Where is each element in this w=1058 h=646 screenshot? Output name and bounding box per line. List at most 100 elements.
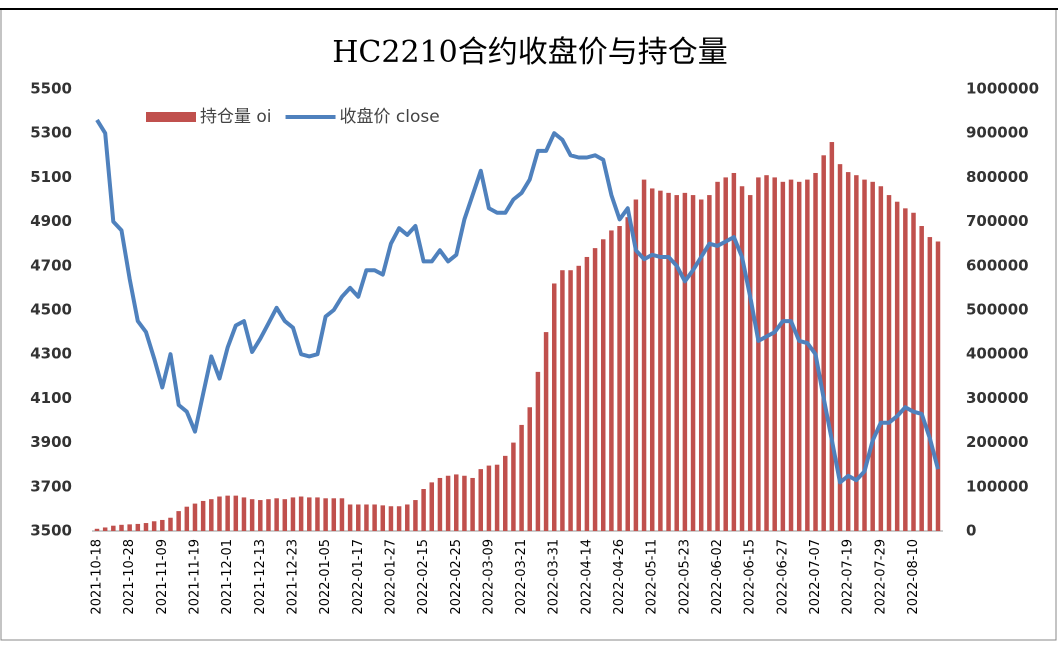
bar xyxy=(347,504,353,531)
bar xyxy=(600,239,606,531)
x-tick-label: 2022-01-27 xyxy=(383,539,398,615)
bar xyxy=(764,175,769,531)
bar xyxy=(649,188,655,531)
x-tick-label: 2021-11-19 xyxy=(187,539,202,615)
bar xyxy=(307,497,312,531)
bar xyxy=(503,455,508,531)
y-tick-label: 3700 xyxy=(30,477,72,495)
chart-title: HC2210合约收盘价与持仓量 xyxy=(332,35,727,70)
bar xyxy=(160,519,165,531)
bar xyxy=(102,527,108,531)
y2-tick-label: 0 xyxy=(966,522,976,540)
bar xyxy=(421,489,426,531)
bar xyxy=(862,179,867,532)
bar xyxy=(609,230,614,531)
bar xyxy=(698,199,704,531)
x-tick-label: 2022-03-21 xyxy=(514,539,529,615)
bar xyxy=(217,496,222,531)
bar xyxy=(298,496,304,531)
bar xyxy=(658,190,663,531)
bar xyxy=(543,332,549,531)
x-tick-label: 2022-07-29 xyxy=(873,539,888,615)
bar xyxy=(225,495,230,531)
bar xyxy=(551,283,557,531)
bar xyxy=(894,201,900,531)
x-tick-label: 2022-07-07 xyxy=(808,539,823,615)
bar xyxy=(756,177,761,531)
bar xyxy=(429,482,435,531)
x-tick-label: 2022-02-25 xyxy=(449,539,464,615)
bar xyxy=(176,511,181,531)
legend-swatch xyxy=(146,112,196,122)
bar xyxy=(445,475,451,531)
bar xyxy=(935,241,941,532)
bar xyxy=(682,192,688,531)
bar xyxy=(666,192,671,531)
bar xyxy=(413,500,418,531)
x-tick-label: 2022-01-17 xyxy=(351,539,366,615)
legend-label: 收盘价 close xyxy=(340,107,440,127)
y-tick-label: 5300 xyxy=(30,124,72,142)
bar xyxy=(723,177,728,531)
bar xyxy=(454,474,459,531)
bar xyxy=(690,195,696,531)
bar xyxy=(633,199,639,531)
bar xyxy=(290,497,296,531)
bar xyxy=(356,504,361,531)
bar xyxy=(494,464,500,531)
bar xyxy=(911,212,916,531)
y-tick-label: 4900 xyxy=(30,212,72,230)
bar xyxy=(707,195,712,531)
bar xyxy=(315,497,320,531)
x-tick-label: 2022-05-11 xyxy=(645,539,660,615)
y2-tick-label: 600000 xyxy=(966,256,1029,274)
bar xyxy=(870,181,875,531)
y2-tick-label: 200000 xyxy=(966,433,1029,451)
bar xyxy=(143,523,149,531)
y-tick-label: 4100 xyxy=(30,389,72,407)
x-tick-label: 2021-10-18 xyxy=(90,539,105,615)
bar xyxy=(731,172,737,532)
bar xyxy=(780,181,786,531)
bar xyxy=(266,499,271,531)
bar xyxy=(192,503,198,531)
bar xyxy=(854,175,859,531)
bar xyxy=(821,155,826,532)
bar xyxy=(111,525,116,531)
bar xyxy=(805,179,810,532)
bar xyxy=(511,442,516,531)
bar xyxy=(486,465,492,531)
bar xyxy=(592,248,598,531)
y2-tick-label: 300000 xyxy=(966,389,1029,407)
y2-tick-label: 1000000 xyxy=(966,80,1039,98)
bar xyxy=(323,498,328,531)
x-tick-label: 2022-04-26 xyxy=(612,539,627,615)
y-tick-label: 4300 xyxy=(30,345,72,363)
x-tick-label: 2022-01-05 xyxy=(318,539,333,615)
bar xyxy=(249,499,255,531)
bar xyxy=(919,226,924,531)
bar xyxy=(339,498,345,531)
bar xyxy=(641,179,647,532)
x-tick-label: 2021-12-23 xyxy=(285,539,300,615)
bar xyxy=(94,528,100,531)
bar xyxy=(127,524,132,531)
bar xyxy=(388,506,394,531)
bar xyxy=(209,499,214,531)
bar xyxy=(739,186,745,532)
y2-tick-label: 800000 xyxy=(966,168,1029,186)
bar xyxy=(560,270,565,531)
y-tick-label: 4500 xyxy=(30,301,72,319)
bar xyxy=(829,142,835,532)
bar xyxy=(364,504,369,531)
bar xyxy=(380,505,386,531)
bar xyxy=(568,270,573,531)
bar xyxy=(625,217,630,531)
bar xyxy=(527,407,532,531)
bar xyxy=(151,521,157,531)
bar xyxy=(372,504,377,531)
y-tick-label: 5100 xyxy=(30,168,72,186)
bar xyxy=(200,500,206,531)
bar xyxy=(478,469,484,531)
